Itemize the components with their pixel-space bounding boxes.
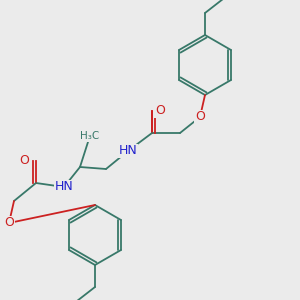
Text: O: O [155,104,165,118]
Text: HN: HN [118,145,137,158]
Text: HN: HN [55,181,74,194]
Text: H₃C: H₃C [80,131,100,141]
Text: O: O [195,110,205,124]
Text: O: O [4,217,14,230]
Text: O: O [19,154,29,167]
